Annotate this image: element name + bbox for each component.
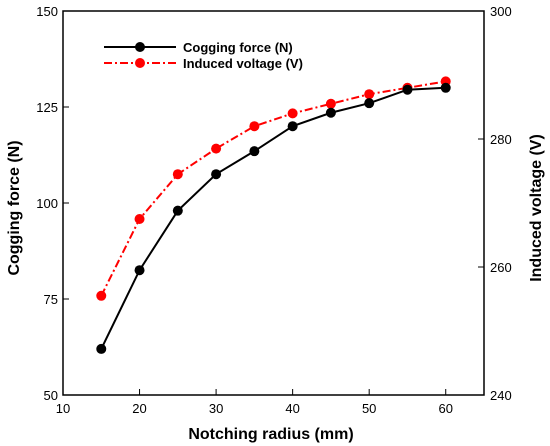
data-point-induced-voltage — [325, 98, 336, 109]
left-axis-title: Cogging force (N) — [6, 140, 23, 275]
data-point-induced-voltage — [211, 143, 222, 154]
x-tick-label: 20 — [132, 401, 146, 416]
data-point-cogging-force — [287, 121, 298, 132]
data-point-cogging-force — [172, 205, 183, 216]
data-point-cogging-force — [249, 146, 260, 157]
right-axis-title: Induced voltage (V) — [528, 134, 545, 282]
x-axis-title: Notching radius (mm) — [188, 426, 353, 443]
series-line-cogging-force — [100, 86, 446, 350]
legend-marker-induced-voltage — [135, 58, 145, 68]
series-layer — [96, 76, 451, 354]
data-point-cogging-force — [134, 265, 145, 276]
left-tick-label: 50 — [44, 388, 58, 403]
data-point-cogging-force — [211, 169, 222, 180]
data-point-induced-voltage — [249, 121, 260, 132]
x-tick-label: 40 — [285, 401, 299, 416]
legend-entry-induced-voltage: Induced voltage (V) — [104, 56, 303, 71]
data-point-cogging-force — [364, 98, 375, 109]
x-tick-label: 30 — [209, 401, 223, 416]
right-tick-label: 280 — [490, 132, 512, 147]
plot-frame — [62, 10, 485, 396]
data-point-cogging-force — [325, 107, 336, 118]
x-tick-label: 10 — [56, 401, 70, 416]
data-point-induced-voltage — [172, 169, 183, 180]
left-axis-ticks: 50 75 100 125 150 — [36, 4, 69, 403]
legend: Cogging force (N) Induced voltage (V) — [104, 40, 303, 71]
left-tick-label: 150 — [36, 4, 58, 19]
left-tick-label: 100 — [36, 196, 58, 211]
data-point-induced-voltage — [96, 290, 107, 301]
left-tick-label: 125 — [36, 100, 58, 115]
legend-entry-cogging-force: Cogging force (N) — [104, 40, 293, 55]
right-tick-label: 260 — [490, 260, 512, 275]
right-tick-label: 300 — [490, 4, 512, 19]
right-axis-ticks: 240 260 280 300 — [478, 4, 512, 403]
x-axis-ticks: 10 20 30 40 50 60 — [56, 389, 453, 416]
data-point-induced-voltage — [364, 89, 375, 100]
x-tick-label: 50 — [362, 401, 376, 416]
data-point-induced-voltage — [134, 214, 145, 224]
legend-label-induced-voltage: Induced voltage (V) — [183, 56, 303, 71]
data-point-cogging-force — [440, 82, 451, 93]
right-tick-label: 240 — [490, 388, 512, 403]
series-line-induced-voltage — [100, 80, 446, 297]
legend-marker-cogging-force — [135, 42, 145, 52]
left-tick-label: 75 — [44, 292, 58, 307]
x-tick-label: 60 — [438, 401, 452, 416]
data-point-induced-voltage — [287, 108, 298, 119]
legend-label-cogging-force: Cogging force (N) — [183, 40, 293, 55]
data-point-cogging-force — [96, 343, 107, 354]
data-point-cogging-force — [402, 84, 413, 95]
